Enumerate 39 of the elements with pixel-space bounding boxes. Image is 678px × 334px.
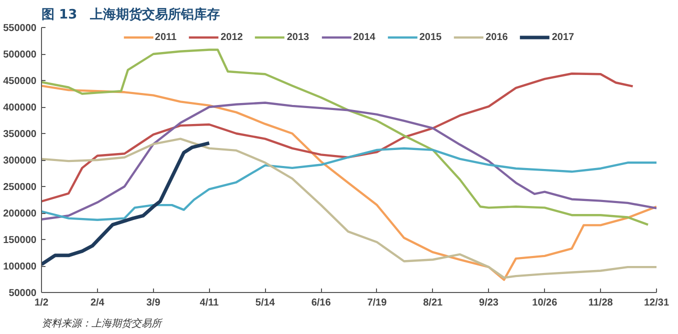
y-tick-label: 100000 [3,262,37,272]
x-tick-label: 4/11 [200,298,220,308]
x-tick-label: 8/21 [423,298,444,308]
y-tick-label: 250000 [3,182,37,193]
line-series [42,102,656,220]
legend-label: 2011 [154,32,177,42]
line-series [42,147,656,221]
chart-title: 图 13 上海期货交易所铝库存 [42,6,220,22]
legend-label: 2012 [220,32,243,42]
legend-label: 2017 [552,32,574,42]
x-tick-label: 9/23 [479,298,499,308]
x-tick-label: 11/28 [588,298,614,308]
y-tick-label: 350000 [3,129,37,140]
x-tick-label: 3/9 [146,298,161,308]
y-tick-label: 450000 [3,76,37,87]
y-tick-label: 50000 [8,288,37,299]
x-tick-label: 2/4 [90,298,105,308]
x-tick-label: 12/31 [644,298,670,308]
legend-label: 2014 [353,32,376,42]
text: 资料来源：上海期货交易所 [42,318,164,330]
line-series [42,72,634,202]
legend-label: 2016 [486,32,508,42]
legend-label: 2015 [419,32,442,42]
line-series [42,138,656,279]
x-tick-label: 1/2 [34,298,49,308]
y-tick-label: 200000 [3,208,37,220]
x-tick-label: 7/19 [367,298,388,308]
y-tick-label: 300000 [3,156,37,166]
y-tick-label: 400000 [3,102,37,114]
legend-label: 2013 [286,32,310,42]
line-series [42,48,650,226]
x-tick-label: 10/26 [532,298,558,308]
line-series [42,84,656,281]
y-tick-label: 500000 [3,50,37,60]
x-tick-label: 6/16 [311,298,332,308]
line-series [42,141,211,266]
y-tick-label: 550000 [3,23,37,34]
x-tick-label: 5/14 [255,298,276,308]
y-tick-label: 150000 [3,235,37,246]
